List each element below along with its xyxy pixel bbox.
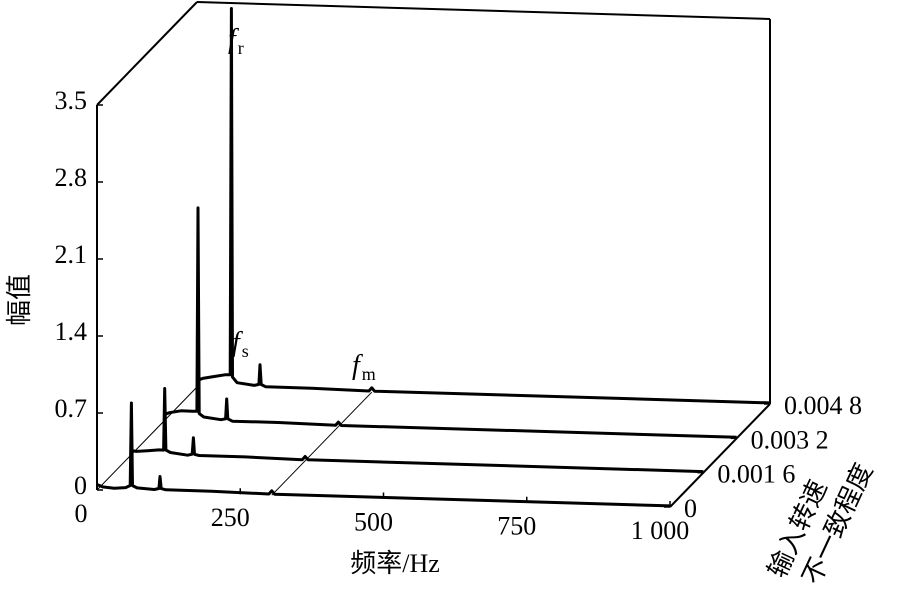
x-tick-label: 250 [211,503,250,532]
annotation-sub: r [238,38,244,58]
frame-line [96,1,198,106]
x-tick-label: 750 [497,512,536,541]
spectrum-line [96,401,671,508]
guide-line [271,391,373,496]
z-axis [669,403,771,508]
annotation-sub: s [242,341,249,361]
y-tick-label: 0.7 [55,394,88,423]
z-tick-label: 0.004 8 [784,391,862,420]
spectrum-line [163,206,737,439]
annotation-sub: m [362,364,376,384]
z-tick-label: 0.001 6 [717,460,795,489]
annotation-text: f [232,327,243,358]
y-tick-label: 3.5 [55,86,88,115]
y-tick-label: 1.4 [55,317,88,346]
x-axis-title: 频率/Hz [350,549,440,578]
z-tick-label: 0.003 2 [751,425,829,454]
spectrum-line [129,387,704,474]
frame-line [96,386,198,491]
x-tick-label: 1 000 [631,516,690,545]
y-tick-label: 0 [74,471,87,500]
annotation-text: f [228,24,239,55]
frame-line [196,1,771,20]
z-tick-label: 0 [684,494,697,523]
y-tick-label: 2.8 [55,163,88,192]
spectrum-line [196,7,771,405]
y-axis-title: 幅值 [5,274,34,326]
y-tick-label: 2.1 [55,240,88,269]
x-tick-label: 500 [354,507,393,536]
annotation-text: f [352,350,363,381]
x-tick-label: 0 [75,499,88,528]
